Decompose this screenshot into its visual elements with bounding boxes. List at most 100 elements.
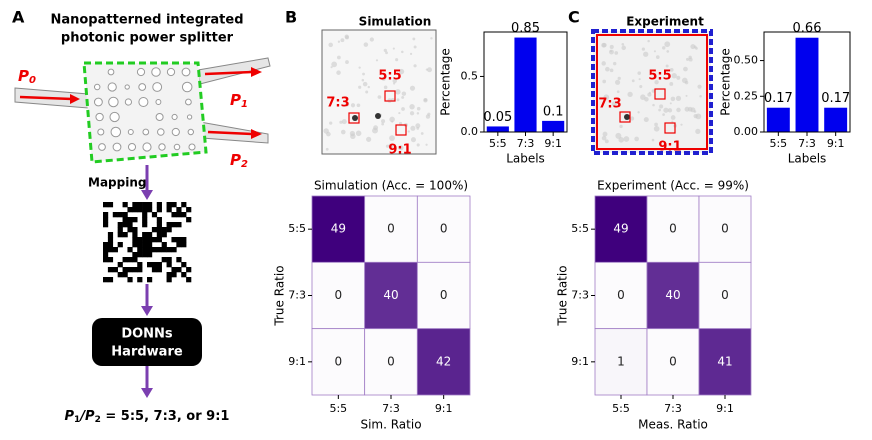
pixel bbox=[156, 207, 162, 213]
equation: P1/P2 = 5:5, 7:3, or 9:1 bbox=[65, 409, 230, 425]
pixel bbox=[103, 252, 109, 258]
region-label: 5:5 bbox=[648, 69, 671, 84]
hole bbox=[187, 128, 194, 136]
pixel bbox=[156, 262, 162, 268]
spot bbox=[375, 113, 381, 119]
region-label: 9:1 bbox=[658, 140, 681, 155]
pixel bbox=[161, 257, 167, 263]
speckle-dot bbox=[325, 147, 329, 151]
pixel bbox=[151, 237, 158, 243]
hole bbox=[138, 83, 147, 91]
bar bbox=[542, 120, 565, 132]
speckle-dot bbox=[328, 42, 333, 48]
pixel bbox=[142, 237, 148, 243]
port-sub: 0 bbox=[29, 75, 36, 86]
y-axis-label: True Ratio bbox=[556, 265, 570, 326]
pixel bbox=[127, 207, 133, 213]
y-tick-label: 5:5 bbox=[288, 222, 306, 235]
speckle-dot bbox=[680, 123, 683, 126]
speckle-dot bbox=[361, 78, 365, 82]
speckle-dot bbox=[615, 79, 621, 85]
speckle-dot bbox=[609, 50, 613, 53]
pixel bbox=[176, 257, 182, 263]
speckle-dot bbox=[420, 132, 424, 135]
speckle-dot bbox=[409, 52, 413, 55]
pixel bbox=[127, 257, 133, 263]
heatmap-title: Experiment (Acc. = 99%) bbox=[597, 179, 749, 193]
y-axis-label: True Ratio bbox=[273, 265, 287, 326]
pixel bbox=[127, 222, 133, 228]
pixel bbox=[132, 252, 138, 258]
speckle-dot bbox=[693, 110, 697, 113]
speckle-dot bbox=[385, 144, 390, 148]
pixel bbox=[181, 237, 187, 243]
speckle-dot bbox=[604, 139, 609, 144]
speckle-dot bbox=[337, 40, 341, 43]
speckle-dot bbox=[639, 84, 643, 89]
pixel bbox=[137, 262, 143, 268]
speckle-dot bbox=[669, 68, 674, 72]
speckle-dot bbox=[340, 129, 346, 135]
panel-label: C bbox=[568, 8, 580, 27]
speckle-dot bbox=[647, 39, 650, 43]
hole bbox=[171, 113, 178, 121]
speckle-dot bbox=[339, 120, 343, 124]
value-label: 0.1 bbox=[543, 104, 564, 119]
hole bbox=[124, 84, 130, 90]
binary-pattern bbox=[103, 202, 192, 283]
spot bbox=[624, 114, 630, 120]
pixel bbox=[137, 267, 143, 273]
pixel bbox=[156, 232, 162, 238]
pixel bbox=[122, 232, 128, 238]
speckle-dot bbox=[367, 85, 370, 89]
pixel bbox=[147, 232, 153, 238]
speckle-dot bbox=[602, 79, 607, 84]
speckle-dot bbox=[637, 111, 640, 114]
speckle-dot bbox=[381, 122, 385, 126]
hole bbox=[108, 96, 119, 108]
speckle-dot bbox=[336, 70, 341, 75]
pixel bbox=[127, 227, 133, 233]
cell bbox=[698, 195, 752, 263]
pixel bbox=[117, 272, 123, 278]
pixel bbox=[117, 242, 123, 248]
pixel bbox=[127, 267, 133, 273]
hole bbox=[136, 67, 146, 77]
speckle-dot bbox=[670, 96, 676, 102]
pixel bbox=[147, 252, 153, 258]
speckle-dot bbox=[667, 108, 673, 113]
speckle-dot bbox=[643, 51, 649, 57]
plot-frame bbox=[763, 31, 851, 133]
cell bbox=[416, 328, 471, 396]
speckle-dot bbox=[391, 120, 394, 123]
pixel bbox=[161, 247, 167, 253]
pixel bbox=[142, 217, 148, 223]
speckle-dot bbox=[676, 75, 681, 80]
pixel bbox=[142, 252, 148, 258]
pixel bbox=[122, 212, 128, 218]
pixel bbox=[186, 277, 192, 283]
speckle-dot bbox=[383, 48, 387, 53]
pixel bbox=[166, 227, 172, 233]
spot bbox=[352, 115, 358, 121]
speckle-dot bbox=[329, 121, 333, 125]
speckle-dot bbox=[629, 116, 635, 121]
cell-label: 0 bbox=[669, 354, 677, 368]
port-label: P2 bbox=[230, 151, 248, 171]
speckle-dot bbox=[637, 71, 641, 75]
pixel bbox=[147, 247, 153, 253]
cell bbox=[646, 195, 700, 263]
cell-label: 49 bbox=[613, 222, 628, 236]
cell-label: 41 bbox=[717, 354, 732, 368]
speckle-dot bbox=[344, 34, 349, 39]
hole bbox=[185, 98, 192, 106]
pixel bbox=[181, 242, 187, 248]
speckle-dot bbox=[611, 101, 617, 107]
pixel bbox=[166, 222, 172, 228]
x-tick-label: 5:5 bbox=[612, 402, 630, 415]
x-axis-label: Labels bbox=[506, 152, 545, 166]
arrow bbox=[141, 190, 153, 200]
cell bbox=[311, 261, 366, 330]
hardware-label: DONNs bbox=[121, 327, 173, 342]
region-box bbox=[619, 111, 631, 123]
